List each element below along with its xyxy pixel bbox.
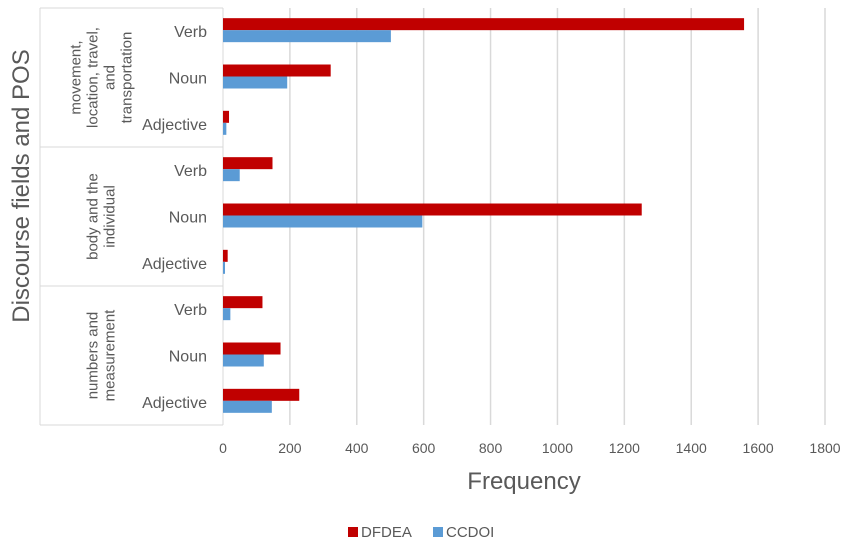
group-label-line: individual: [102, 185, 119, 248]
bar-dfdea: [223, 203, 642, 216]
group-label-line: location, travel,: [85, 27, 102, 128]
x-tick-label: 1400: [676, 440, 707, 456]
x-tick-labels: 0 200 400 600 800 1000 1200 1400 1600 1800: [219, 440, 841, 456]
group-label: movement,location, travel,andtransportat…: [68, 27, 136, 128]
group-label-line: transportation: [119, 32, 136, 124]
x-tick-label: 1800: [809, 440, 840, 456]
bar-ccdoi: [223, 261, 226, 274]
group-label-line: movement,: [68, 40, 85, 114]
x-axis-title: Frequency: [467, 468, 580, 495]
bar-ccdoi: [223, 400, 272, 413]
group-label-line: measurement: [102, 309, 119, 402]
category-label: Noun: [169, 210, 207, 227]
bar-ccdoi: [223, 308, 231, 321]
legend-swatch: [433, 527, 443, 537]
bar-dfdea: [223, 388, 300, 401]
bar-ccdoi: [223, 169, 240, 182]
bar-ccdoi: [223, 76, 288, 89]
bars: [223, 18, 745, 413]
group-label-line: body and the: [85, 173, 102, 260]
gridlines: [289, 8, 826, 425]
legend-swatch: [348, 527, 358, 537]
x-tick-label: 800: [479, 440, 503, 456]
bar-ccdoi: [223, 215, 423, 228]
legend-label: DFDEA: [361, 524, 412, 541]
group-label: body and theindividual: [85, 173, 119, 260]
category-label: Verb: [174, 163, 207, 180]
x-tick-label: 200: [278, 440, 302, 456]
bar-dfdea: [223, 249, 228, 262]
category-label: Verb: [174, 24, 207, 41]
group-label: numbers andmeasurement: [85, 309, 119, 402]
category-label: Verb: [174, 302, 207, 319]
x-tick-label: 1000: [542, 440, 573, 456]
category-label: Adjective: [142, 395, 207, 412]
y-axis-title: Discourse fields and POS: [8, 49, 35, 322]
x-tick-label: 1200: [609, 440, 640, 456]
x-tick-label: 600: [412, 440, 436, 456]
category-label: Adjective: [142, 117, 207, 134]
category-label: Adjective: [142, 256, 207, 273]
group-label-line: numbers and: [85, 312, 102, 400]
x-tick-label: 0: [219, 440, 227, 456]
bar-ccdoi: [223, 354, 264, 367]
bar-dfdea: [223, 18, 745, 31]
bar-ccdoi: [223, 30, 391, 43]
bar-dfdea: [223, 157, 273, 170]
category-label: Noun: [169, 71, 207, 88]
legend-label: CCDOI: [446, 524, 494, 541]
bar-ccdoi: [223, 122, 227, 135]
group-label-line: and: [102, 65, 119, 90]
x-tick-label: 400: [345, 440, 369, 456]
bar-dfdea: [223, 110, 230, 123]
legend: DFDEA CCDOI: [348, 524, 494, 541]
category-label: Noun: [169, 349, 207, 366]
category-labels: Verb Noun Adjective Verb Noun Adjective Verb No…: [68, 24, 208, 412]
x-tick-label: 1600: [743, 440, 774, 456]
bar-dfdea: [223, 342, 281, 355]
bar-dfdea: [223, 296, 263, 309]
bar-dfdea: [223, 64, 331, 77]
